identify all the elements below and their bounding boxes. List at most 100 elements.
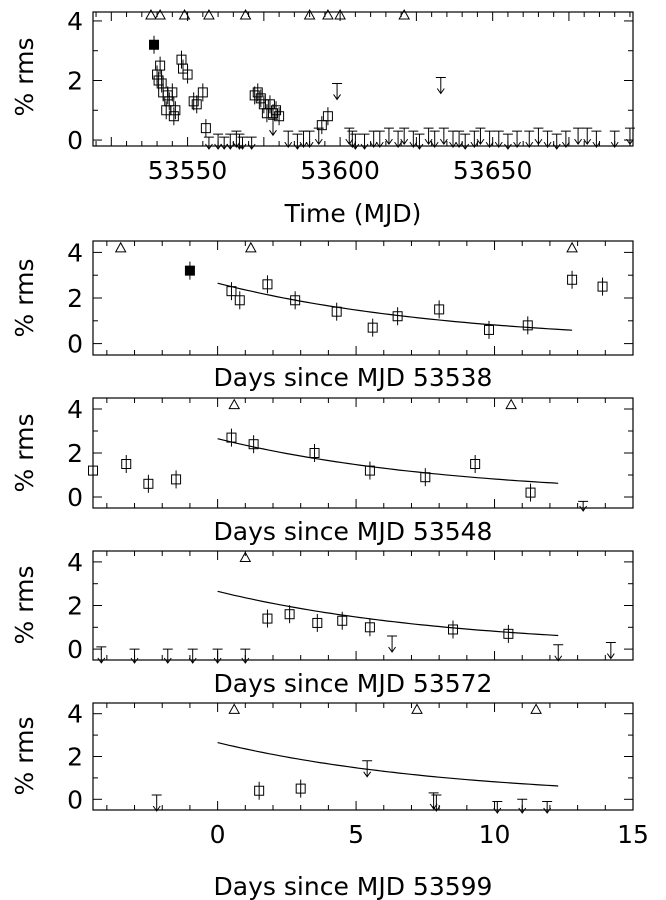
x-axis-label: Days since MJD 53538 xyxy=(214,363,493,392)
open-square-point xyxy=(262,613,273,624)
open-square-point xyxy=(331,306,342,317)
upper-limit-arrow xyxy=(512,130,523,148)
upper-limit-arrow xyxy=(240,648,251,664)
open-square-point xyxy=(252,87,263,98)
upper-limit-arrow xyxy=(493,130,504,148)
y-tick-label: 0 xyxy=(67,126,83,155)
fit-curve xyxy=(217,438,559,484)
upper-limit-arrow xyxy=(219,136,230,150)
open-square-point xyxy=(322,111,333,122)
triangle-marker xyxy=(114,241,127,253)
open-square-point xyxy=(191,99,202,110)
upper-limit-arrow xyxy=(591,130,602,148)
upper-limit-arrow xyxy=(393,130,404,148)
triangle-marker xyxy=(398,8,411,20)
upper-limit-arrow xyxy=(560,130,571,148)
open-square-point xyxy=(312,617,323,628)
open-square-point xyxy=(434,304,445,315)
y-tick-label: 2 xyxy=(67,743,83,772)
open-square-point xyxy=(170,105,181,116)
open-square-point xyxy=(167,87,178,98)
open-square-point xyxy=(254,785,265,796)
open-square-point xyxy=(182,69,193,80)
panel-1: 0 2 4 53550 53600 53650 Time (MJD) % rms xyxy=(10,7,635,228)
triangle-marker xyxy=(411,703,423,714)
open-square-point xyxy=(255,93,266,104)
fit-curve xyxy=(217,282,573,331)
open-square-point xyxy=(448,624,458,635)
upper-limit-arrow xyxy=(429,130,440,148)
open-square-point xyxy=(248,439,259,450)
triangle-marker xyxy=(566,241,578,253)
upper-limit-arrow xyxy=(533,127,544,146)
y-tick-label: 2 xyxy=(67,592,83,621)
upper-limit-arrow xyxy=(383,127,394,146)
open-square-point xyxy=(153,75,164,86)
y-tick-label: 2 xyxy=(67,66,83,95)
open-square-point xyxy=(121,459,132,469)
upper-limit-arrow xyxy=(225,133,236,150)
triangle-marker xyxy=(145,8,157,20)
upper-limit-arrow xyxy=(374,130,385,148)
x-axis-label: Days since MJD 53548 xyxy=(214,517,493,546)
upper-limit-arrow xyxy=(408,130,419,148)
open-square-point xyxy=(226,286,237,297)
axes-frame xyxy=(92,240,634,356)
upper-limit-arrow xyxy=(213,133,224,150)
x-tick-label: 53650 xyxy=(453,156,533,185)
open-square-point xyxy=(249,90,260,101)
panel-5: 0 2 4 0 5 10 15 Days since MJD 53599 % rms xyxy=(10,700,649,900)
open-square-point xyxy=(226,432,237,443)
x-tick-label: 0 xyxy=(210,820,226,849)
axes-frame xyxy=(92,11,634,147)
y-tick-label: 2 xyxy=(67,439,83,468)
upper-limit-arrow xyxy=(438,127,449,146)
panel-4: 0 2 4 Days since MJD 53572 % rms xyxy=(10,548,634,698)
upper-limit-arrow xyxy=(484,130,495,148)
open-square-point xyxy=(367,322,378,333)
upper-limit-arrow xyxy=(246,136,257,150)
filled-square-point xyxy=(149,39,160,50)
triangle-marker xyxy=(530,703,542,714)
x-axis-label: Days since MJD 53599 xyxy=(214,872,493,900)
y-tick-label: 0 xyxy=(67,483,83,512)
upper-limit-arrow xyxy=(304,130,315,148)
upper-limit-arrow xyxy=(524,130,535,148)
upper-limit-arrow xyxy=(212,648,223,664)
y-tick-label: 4 xyxy=(67,7,83,36)
open-square-point xyxy=(274,111,285,122)
open-square-point xyxy=(143,478,154,489)
y-tick-label: 0 xyxy=(67,330,83,359)
open-square-point xyxy=(171,474,182,485)
upper-limit-arrow xyxy=(203,136,214,150)
fit-curve xyxy=(217,742,559,787)
open-square-point xyxy=(168,111,179,122)
triangle-marker xyxy=(244,241,257,253)
y-tick-label: 4 xyxy=(67,395,83,424)
open-square-point xyxy=(522,320,533,331)
open-square-point xyxy=(567,274,578,285)
upper-limit-arrow xyxy=(573,127,584,146)
open-square-point xyxy=(337,615,348,626)
x-tick-label: 53550 xyxy=(148,156,228,185)
open-square-point xyxy=(309,448,320,458)
upper-limit-arrow xyxy=(605,642,616,660)
triangle-marker xyxy=(178,8,191,20)
upper-limit-arrow xyxy=(475,127,486,146)
y-axis-label: % rms xyxy=(10,38,39,117)
open-square-point xyxy=(484,324,494,335)
upper-limit-arrow xyxy=(162,648,173,664)
upper-limit-arrow xyxy=(624,127,635,146)
x-axis-label: Days since MJD 53572 xyxy=(214,669,493,698)
open-square-point xyxy=(392,311,403,322)
upper-limit-arrow xyxy=(268,118,278,137)
upper-limit-arrow xyxy=(460,133,471,150)
open-square-point xyxy=(597,281,608,292)
upper-limit-arrow xyxy=(362,760,373,778)
upper-limit-arrow xyxy=(542,130,553,148)
open-square-point xyxy=(470,459,481,469)
open-square-point xyxy=(88,465,98,476)
triangle-marker xyxy=(239,551,252,563)
upper-limit-arrow xyxy=(332,82,343,101)
